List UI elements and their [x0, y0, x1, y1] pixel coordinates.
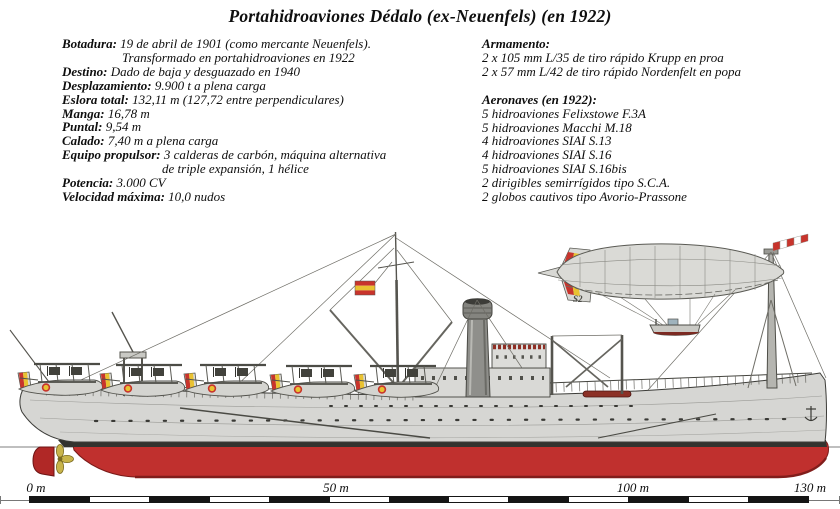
spec-line: Desplazamiento: 9.900 t a plena carga — [62, 77, 474, 93]
spec-line: Velocidad máxima: 10,0 nudos — [62, 190, 474, 204]
windsock-pennant — [772, 233, 809, 252]
aircraft-item: 4 hidroaviones SIAI S.16 — [482, 147, 612, 163]
boat-boom — [597, 413, 717, 439]
rudder — [32, 446, 55, 477]
spec-label: Potencia: — [62, 175, 114, 191]
lifeboat — [582, 390, 632, 398]
seaplanes-on-deck — [16, 362, 440, 399]
spec-line: Destino: Dado de baja y desguazado en 19… — [62, 63, 474, 79]
boat-boom — [179, 407, 431, 439]
airship-illustration: S2 — [537, 233, 809, 336]
spec-value: Transformado en portahidroaviones en 192… — [122, 49, 355, 65]
envelope-grid — [557, 246, 783, 298]
spec-value: 9.900 t a plena carga — [154, 77, 266, 93]
spec-label: Puntal: — [62, 119, 103, 135]
aircraft-item: 4 hidroaviones SIAI S.13 — [482, 133, 612, 149]
aircraft-item: 5 hidroaviones SIAI S.16bis — [482, 161, 627, 177]
spec-list: Botadura: 19 de abril de 1901 (como merc… — [62, 37, 474, 204]
spec-line: Botadura: 19 de abril de 1901 (como merc… — [62, 37, 474, 51]
spec-value: Dado de baja y desguazado en 1940 — [110, 63, 300, 79]
spec-value: 10,0 nudos — [168, 188, 226, 204]
spec-label: Manga: — [62, 105, 105, 121]
scale-bar — [29, 496, 809, 503]
spec-label: Equipo propulsor: — [62, 147, 161, 163]
spec-value: 132,11 m (127,72 entre perpendiculares) — [132, 91, 344, 107]
scale-end-tick — [0, 496, 1, 504]
page-title: Portahidroaviones Dédalo (ex-Neuenfels) … — [228, 6, 612, 26]
spec-value: 3.000 CV — [116, 175, 166, 191]
spec-label: Calado: — [62, 133, 105, 149]
spec-line: Manga: 16,78 m — [62, 105, 474, 121]
spec-line: Potencia: 3.000 CV — [62, 176, 474, 190]
envelope-netting — [565, 279, 779, 296]
spanish-flag — [354, 261, 393, 296]
spec-value: de triple expansión, 1 hélice — [162, 161, 309, 177]
spec-value: 9,54 m — [105, 119, 142, 135]
funnel — [433, 298, 523, 398]
spec-value: 7,40 m a plena carga — [107, 133, 219, 149]
spec-label: Botadura: — [62, 36, 117, 51]
spec-line: Transformado en portahidroaviones en 192… — [62, 49, 474, 65]
mooring-mast — [647, 248, 827, 391]
armament-aircraft-column: Armamento: 2 x 105 mm L/35 de tiro rápid… — [482, 37, 822, 204]
spec-label: Velocidad máxima: — [62, 188, 165, 204]
spec-value: 16,78 m — [107, 105, 150, 121]
spec-label: Eslora total: — [62, 91, 129, 107]
spec-value: 19 de abril de 1901 (como mercante Neuen… — [120, 36, 371, 51]
spec-line: de triple expansión, 1 hélice — [62, 162, 474, 176]
aircraft-item: 2 dirigibles semirrígidos tipo S.C.A. — [482, 175, 671, 191]
armament-heading: Armamento: — [482, 36, 550, 51]
ship-underwater-hull — [32, 440, 829, 479]
spec-line: Eslora total: 132,11 m (127,72 entre per… — [62, 91, 474, 107]
superstructure — [111, 298, 632, 398]
aircraft-heading: Aeronaves (en 1922): — [482, 91, 597, 107]
scale-label-0m: 0 m — [26, 480, 46, 495]
airship-marking: S2 — [573, 294, 583, 304]
spec-label: Destino: — [62, 63, 108, 79]
propeller — [56, 444, 74, 474]
aircraft-item: 5 hidroaviones Macchi M.18 — [482, 119, 632, 135]
spec-line: Equipo propulsor: 3 calderas de carbón, … — [62, 148, 474, 162]
spec-line: Puntal: 9,54 m — [62, 120, 474, 134]
scale-label-130m: 130 m — [793, 480, 827, 495]
anchor — [804, 406, 818, 422]
armament-item: 2 x 57 mm L/42 de tiro rápido Nordenfelt… — [482, 63, 742, 79]
gondola — [649, 318, 701, 336]
porthole-row — [93, 417, 802, 423]
spec-line: Calado: 7,40 m a plena carga — [62, 134, 474, 148]
spec-label: Desplazamiento: — [62, 77, 152, 93]
armament-item: 2 x 105 mm L/35 de tiro rápido Krupp en … — [482, 49, 724, 65]
scale-label-50m: 50 m — [323, 480, 349, 495]
suspension-cables — [597, 289, 736, 327]
spec-value: 3 calderas de carbón, máquina alternativ… — [163, 147, 387, 163]
aircraft-item: 2 globos cautivos tipo Avorio-Prassone — [482, 189, 687, 205]
aircraft-item: 5 hidroaviones Felixstowe F.3A — [482, 105, 646, 121]
scale-label-100m: 100 m — [616, 480, 650, 495]
